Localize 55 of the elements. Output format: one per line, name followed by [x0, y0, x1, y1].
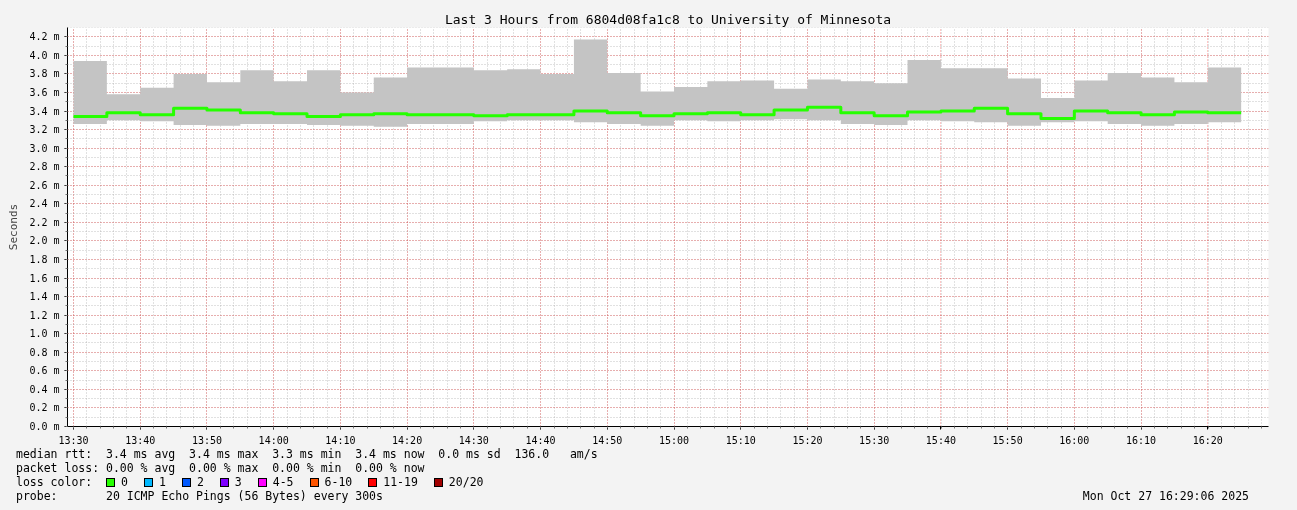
text: packet loss: 0.00 % avg 0.00 % max 0.00 % min 0.00 % now	[16, 461, 426, 475]
chart-title: Last 3 Hours from 6804d08fa1c8 to University of Minnesota	[444, 11, 892, 27]
y-tick-label: 2.4 m	[29, 198, 60, 210]
legend-label: 0	[121, 475, 128, 489]
legend-title: loss color:	[16, 475, 94, 489]
x-tick-label: 13:50	[191, 434, 222, 446]
y-tick-label: 0.4 m	[29, 383, 60, 395]
x-tick-label: 16:00	[1059, 434, 1090, 446]
legend-label: 2	[196, 475, 204, 489]
x-tick-label: 16:10	[1126, 434, 1157, 446]
y-tick-label: 3.0 m	[29, 142, 60, 154]
text: Mon Oct 27 16:29:06 2025	[1082, 489, 1249, 503]
y-tick-label: 0.0 m	[29, 421, 60, 432]
x-tick-label: 14:40	[525, 434, 556, 446]
y-tick-label: 0.8 m	[29, 346, 60, 358]
y-tick-label: 2.6 m	[29, 179, 60, 191]
legend-label: 1	[158, 475, 166, 489]
y-tick-label: 3.6 m	[29, 86, 60, 98]
y-tick-label: 0.2 m	[29, 402, 60, 414]
y-tick-label: 3.4 m	[29, 105, 60, 117]
legend-label: 4-5	[272, 475, 294, 489]
x-tick-label: 15:40	[925, 434, 956, 446]
y-tick-label: 1.2 m	[29, 309, 60, 321]
x-tick-label: 15:10	[725, 434, 756, 446]
y-tick-label: 1.8 m	[29, 253, 60, 265]
x-tick-label: 14:10	[325, 434, 356, 446]
legend-label: 3	[234, 475, 242, 489]
y-tick-label: 0.6 m	[29, 365, 60, 377]
y-tick-label: 1.4 m	[29, 291, 60, 303]
y-tick-label: 4.2 m	[29, 31, 60, 43]
x-tick-label: 14:50	[592, 434, 623, 446]
y-axis-title: Seconds	[7, 203, 21, 251]
y-tick-label: 4.0 m	[29, 49, 60, 61]
y-tick-label: 2.0 m	[29, 235, 60, 247]
x-tick-label: 14:00	[258, 434, 289, 446]
x-tick-label: 13:40	[125, 434, 156, 446]
y-tick-label: 2.8 m	[29, 161, 60, 173]
x-tick-label: 14:30	[458, 434, 489, 446]
legend-label: 6-10	[324, 475, 353, 489]
legend-label: 20/20	[448, 475, 484, 489]
x-tick-label: 13:30	[58, 434, 89, 446]
text: median rtt: 3.4 ms avg 3.4 ms max 3.3 ms min 3.4 ms now 0.0 ms sd 136.0 am/s	[16, 447, 599, 461]
y-tick-label: 2.2 m	[29, 216, 60, 228]
x-tick-label: 14:20	[392, 434, 423, 446]
legend-label: 11-19	[383, 475, 418, 489]
y-tick-label: 3.8 m	[29, 68, 60, 80]
x-tick-label: 16:20	[1192, 434, 1223, 446]
y-tick-label: 3.2 m	[29, 124, 60, 136]
y-tick-label: 1.6 m	[29, 272, 60, 284]
x-tick-label: 15:50	[992, 434, 1023, 446]
x-tick-label: 15:00	[658, 434, 690, 446]
y-tick-label: 1.0 m	[29, 328, 60, 340]
text: probe: 20 ICMP Echo Pings (56 Bytes) every 300s	[16, 489, 383, 503]
x-tick-label: 15:30	[859, 434, 890, 446]
x-tick-label: 15:20	[792, 434, 823, 446]
